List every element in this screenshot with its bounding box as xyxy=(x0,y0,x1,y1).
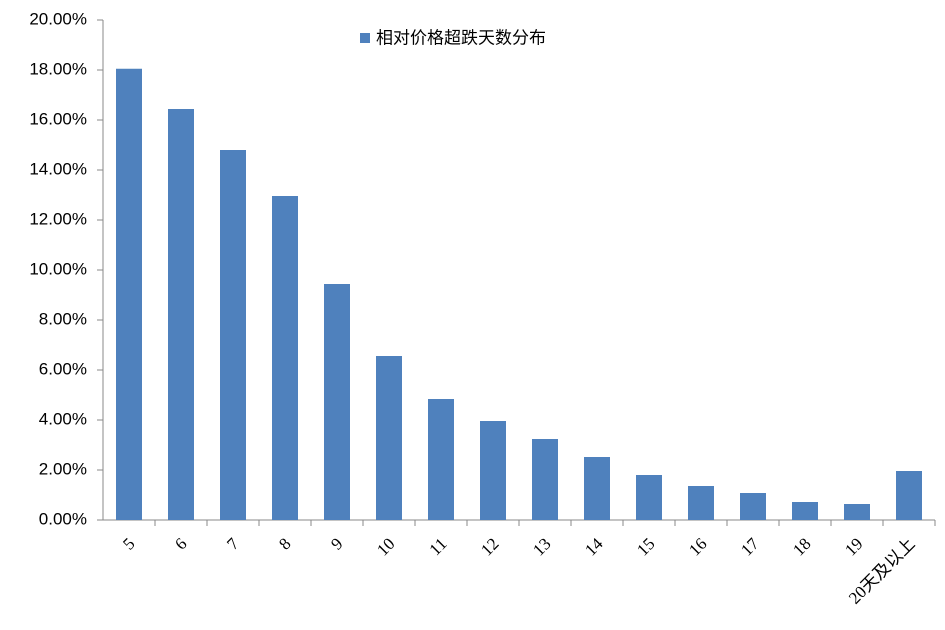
bar xyxy=(220,150,246,520)
bar xyxy=(376,356,402,520)
y-tick-label: 6.00% xyxy=(39,359,87,378)
y-tick-label: 8.00% xyxy=(39,309,87,328)
bar xyxy=(480,421,506,520)
bar xyxy=(116,68,142,520)
x-tick-label: 14 xyxy=(581,534,607,560)
bar xyxy=(532,439,558,520)
x-tick-label: 18 xyxy=(789,534,814,559)
y-tick-label: 0.00% xyxy=(39,509,87,528)
x-tick-label: 11 xyxy=(426,534,451,559)
x-tick-label: 19 xyxy=(841,534,866,559)
x-tick-label: 5 xyxy=(119,534,138,553)
bar xyxy=(168,109,194,520)
x-tick-label: 9 xyxy=(327,534,346,553)
y-tick-label: 14.00% xyxy=(29,159,87,178)
bar xyxy=(688,486,714,520)
x-tick-label: 10 xyxy=(373,534,398,559)
x-tick-label: 12 xyxy=(477,534,502,559)
legend-label: 相对价格超跌天数分布 xyxy=(376,28,546,47)
x-tick-label: 8 xyxy=(275,534,294,553)
bar xyxy=(844,504,870,520)
bar xyxy=(584,457,610,520)
bar xyxy=(428,399,454,520)
y-tick-label: 12.00% xyxy=(29,209,87,228)
bar xyxy=(792,502,818,520)
y-tick-label: 16.00% xyxy=(29,109,87,128)
x-tick-label: 16 xyxy=(685,534,710,559)
y-tick-label: 10.00% xyxy=(29,259,87,278)
x-tick-label: 6 xyxy=(171,534,190,553)
y-tick-label: 4.00% xyxy=(39,409,87,428)
y-tick-label: 18.00% xyxy=(29,59,87,78)
legend-swatch xyxy=(360,33,370,43)
bar xyxy=(740,493,766,520)
x-tick-label: 17 xyxy=(737,534,763,560)
y-tick-label: 2.00% xyxy=(39,459,87,478)
x-tick-label: 7 xyxy=(223,534,243,554)
x-tick-label: 13 xyxy=(529,534,554,559)
bar xyxy=(636,475,662,520)
bar xyxy=(272,196,298,520)
y-tick-label: 20.00% xyxy=(29,9,87,28)
bar xyxy=(324,284,350,520)
bar xyxy=(896,471,922,520)
x-tick-label: 15 xyxy=(633,534,658,559)
